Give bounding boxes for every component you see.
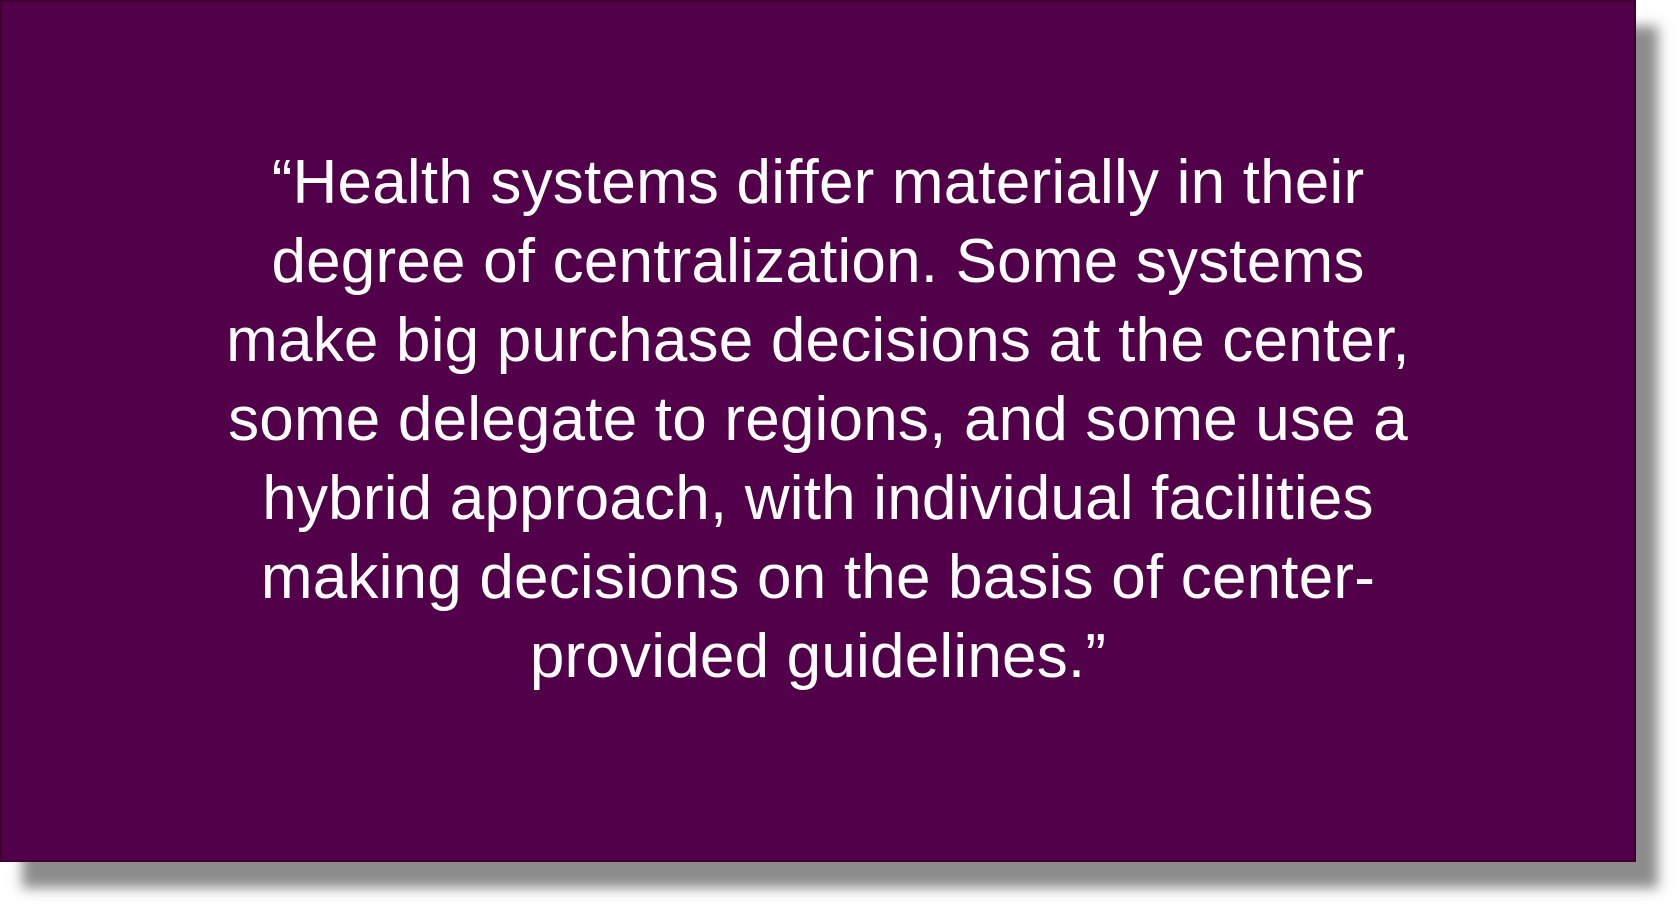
quote-line: some delegate to regions, and some use a bbox=[228, 384, 1408, 454]
quote-line: “Health systems differ materially in the… bbox=[271, 147, 1365, 217]
quote-line: degree of centralization. Some systems bbox=[271, 226, 1365, 296]
quote-line: make big purchase decisions at the cente… bbox=[226, 305, 1410, 375]
quote-line: making decisions on the basis of center- bbox=[260, 542, 1376, 612]
quote-card: “Health systems differ materially in the… bbox=[0, 0, 1636, 862]
quote-text: “Health systems differ materially in the… bbox=[193, 143, 1443, 696]
quote-line: hybrid approach, with individual facilit… bbox=[262, 463, 1374, 533]
quote-line: provided guidelines.” bbox=[529, 621, 1107, 691]
